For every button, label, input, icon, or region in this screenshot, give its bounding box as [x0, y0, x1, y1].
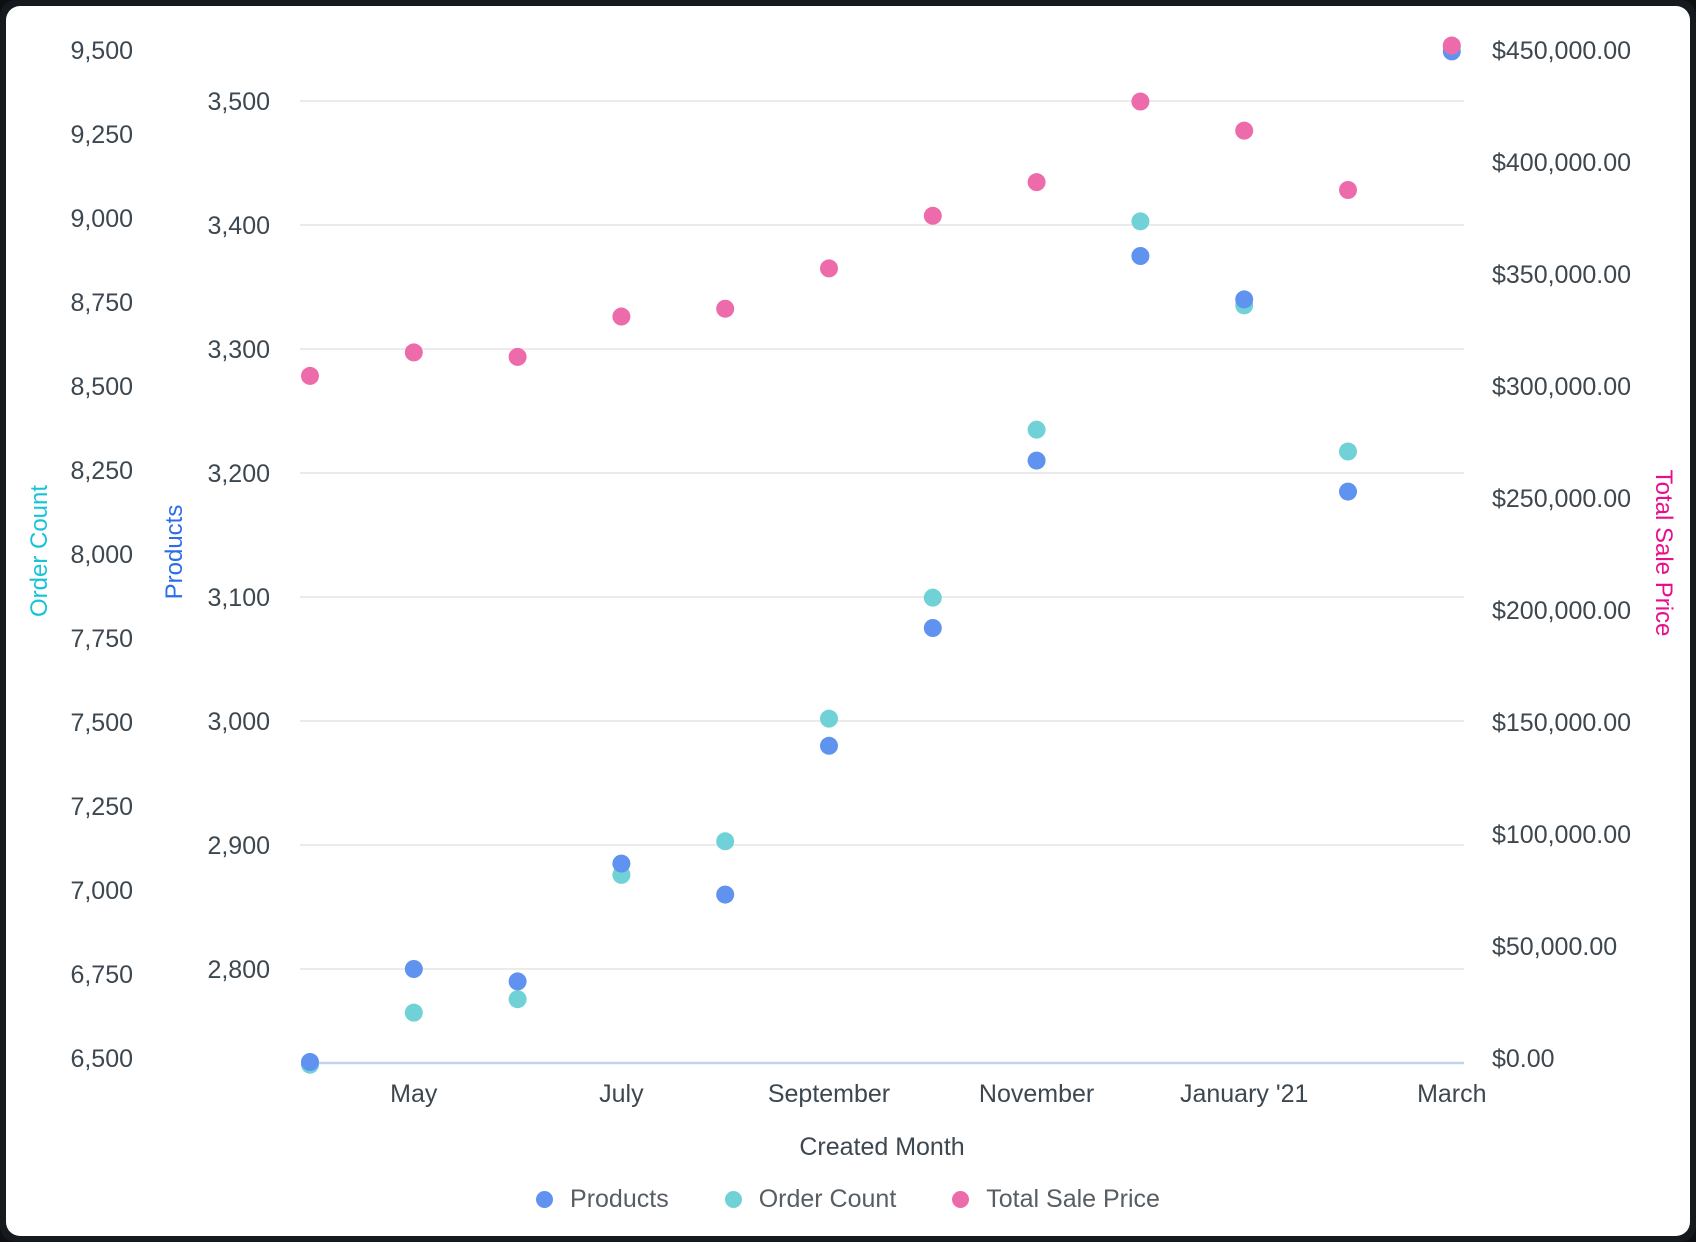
y-tick-label-order_count: 6,500 [70, 1045, 133, 1073]
y-tick-label-order_count: 8,250 [70, 457, 133, 485]
data-point-order-count[interactable] [508, 990, 527, 1009]
legend-label-total-sale-price: Total Sale Price [986, 1184, 1160, 1213]
data-point-total-sale-price[interactable] [716, 299, 735, 318]
data-point-products[interactable] [716, 885, 735, 904]
data-point-total-sale-price[interactable] [1442, 36, 1461, 55]
total-sale-price-axis-title: Total Sale Price [1650, 470, 1677, 637]
y-tick-label-order_count: 9,250 [70, 121, 133, 149]
y-tick-label-order_count: 6,750 [70, 961, 133, 989]
data-point-total-sale-price[interactable] [404, 343, 423, 362]
y-tick-label-total_sale_price: $50,000.00 [1492, 933, 1617, 961]
data-point-products[interactable] [923, 619, 942, 637]
data-point-total-sale-price[interactable] [612, 307, 631, 326]
data-point-products[interactable] [404, 960, 423, 978]
y-tick-label-order_count: 7,250 [70, 793, 133, 821]
legend-item-total-sale-price[interactable]: Total Sale Price [952, 1185, 1160, 1214]
y-tick-label-total_sale_price: $400,000.00 [1492, 149, 1631, 177]
chart-card [6, 6, 1690, 1236]
data-point-total-sale-price[interactable] [820, 259, 838, 278]
data-point-total-sale-price[interactable] [1131, 92, 1150, 111]
data-point-total-sale-price[interactable] [508, 347, 527, 366]
y-tick-label-products: 3,000 [207, 708, 270, 736]
order-count-axis-title: Order Count [26, 485, 53, 617]
data-point-order-count[interactable] [820, 709, 838, 728]
y-tick-label-total_sale_price: $200,000.00 [1492, 597, 1631, 625]
y-tick-label-order_count: 8,750 [70, 289, 133, 317]
legend-dot-order-count [724, 1190, 742, 1208]
data-point-order-count[interactable] [716, 832, 735, 851]
y-tick-label-total_sale_price: $350,000.00 [1492, 261, 1631, 289]
y-tick-label-order_count: 9,500 [70, 37, 133, 65]
x-tick-label: September [768, 1080, 890, 1108]
data-point-products[interactable] [612, 854, 631, 873]
y-tick-label-products: 3,200 [207, 460, 270, 488]
x-axis-title: Created Month [799, 1133, 964, 1161]
data-point-total-sale-price[interactable] [301, 366, 319, 385]
y-tick-label-products: 3,100 [207, 584, 270, 612]
y-tick-label-total_sale_price: $300,000.00 [1492, 373, 1631, 401]
legend: Products Order Count Total Sale Price [0, 1176, 1696, 1222]
x-tick-label: May [390, 1080, 438, 1108]
data-point-order-count[interactable] [404, 1003, 423, 1022]
data-point-total-sale-price[interactable] [1235, 121, 1254, 140]
x-tick-label: March [1417, 1080, 1486, 1108]
products-axis-title: Products [161, 505, 188, 600]
data-point-products[interactable] [1027, 451, 1046, 470]
x-tick-label: January '21 [1180, 1080, 1308, 1108]
y-tick-label-products: 3,400 [207, 212, 270, 240]
data-point-products[interactable] [1339, 482, 1357, 501]
data-point-order-count[interactable] [1027, 420, 1046, 439]
y-tick-label-products: 2,800 [207, 956, 270, 984]
gridlines-group [300, 100, 1464, 970]
data-points-group [301, 36, 1461, 1074]
legend-dot-products [536, 1190, 554, 1208]
data-point-order-count[interactable] [1339, 442, 1357, 461]
data-point-total-sale-price[interactable] [923, 206, 942, 225]
y-tick-label-products: 3,500 [207, 88, 270, 116]
legend-label-products: Products [570, 1184, 669, 1213]
y-tick-label-total_sale_price: $150,000.00 [1492, 709, 1631, 737]
y-tick-label-total_sale_price: $0.00 [1492, 1045, 1555, 1073]
legend-label-order-count: Order Count [758, 1184, 897, 1213]
legend-item-products[interactable]: Products [536, 1185, 669, 1214]
data-point-order-count[interactable] [923, 588, 942, 607]
y-tick-label-order_count: 9,000 [70, 205, 133, 233]
x-tick-label: November [979, 1080, 1094, 1108]
data-point-total-sale-price[interactable] [1339, 181, 1357, 199]
x-tick-label: July [599, 1080, 644, 1108]
y-tick-label-products: 3,300 [207, 336, 270, 364]
data-point-products[interactable] [301, 1053, 319, 1071]
y-tick-label-order_count: 7,500 [70, 709, 133, 737]
y-tick-label-total_sale_price: $250,000.00 [1492, 485, 1631, 513]
y-tick-label-total_sale_price: $450,000.00 [1492, 37, 1631, 65]
y-tick-label-order_count: 8,500 [70, 373, 133, 401]
data-point-products[interactable] [1235, 290, 1254, 309]
y-tick-label-order_count: 8,000 [70, 541, 133, 569]
y-tick-label-products: 2,900 [207, 832, 270, 860]
y-tick-labels-group: 9,500 9,250 9,000 8,750 8,500 8,250 8,000 7,750… [70, 37, 1631, 1073]
data-point-order-count[interactable] [1131, 212, 1150, 231]
y-tick-label-order_count: 7,000 [70, 877, 133, 905]
legend-dot-total-sale-price [952, 1190, 970, 1208]
x-tick-labels-group: May July September November January '21 March [390, 1080, 1486, 1108]
y-tick-label-order_count: 7,750 [70, 625, 133, 653]
data-point-products[interactable] [1131, 247, 1150, 265]
legend-item-order-count[interactable]: Order Count [724, 1184, 897, 1214]
y-tick-label-total_sale_price: $100,000.00 [1492, 821, 1631, 849]
data-point-products[interactable] [820, 736, 838, 755]
data-point-total-sale-price[interactable] [1027, 173, 1046, 192]
data-point-products[interactable] [508, 972, 527, 991]
